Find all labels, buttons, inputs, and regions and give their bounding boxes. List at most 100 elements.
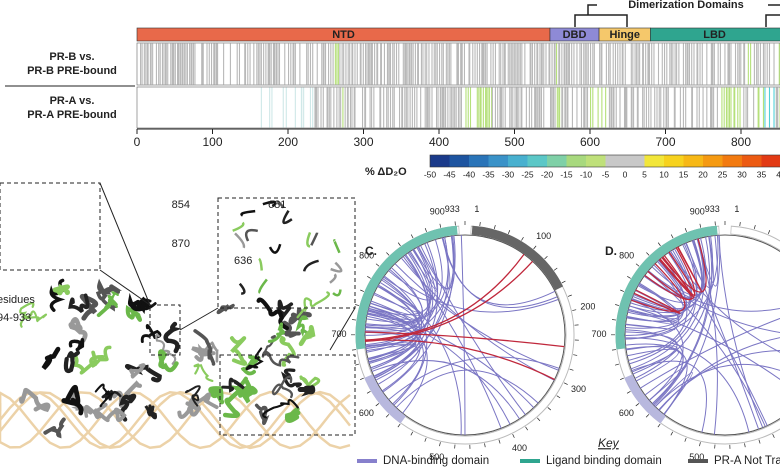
- key-label: PR-A Not Tra: [714, 455, 780, 467]
- hdx-stripe: [312, 87, 314, 128]
- hdx-stripe: [146, 43, 148, 85]
- hdx-stripe: [269, 43, 271, 85]
- ribbon: [19, 387, 51, 413]
- hdx-stripe: [730, 87, 732, 128]
- hdx-stripe: [631, 87, 633, 128]
- hdx-stripe: [762, 43, 764, 85]
- hdx-stripe: [610, 87, 612, 128]
- hdx-stripe: [623, 87, 626, 128]
- hdx-stripe: [548, 43, 550, 85]
- hdx-stripe: [518, 87, 520, 128]
- ring-tick: [657, 423, 661, 428]
- hdx-stripe: [402, 43, 404, 85]
- zoom-box: [217, 197, 356, 309]
- hdx-stripe: [710, 43, 712, 85]
- hdx-stripe: [625, 87, 627, 128]
- colorbar-cell: [625, 155, 645, 167]
- hdx-stripe: [553, 43, 555, 85]
- hdx-stripe: [711, 43, 713, 85]
- crosslink: [441, 237, 556, 306]
- hdx-stripe: [445, 87, 447, 128]
- hdx-stripe: [558, 43, 560, 85]
- hdx-stripe: [539, 87, 541, 128]
- hdx-stripe: [347, 87, 349, 128]
- ribbon: [238, 282, 246, 295]
- hdx-stripe: [724, 43, 726, 85]
- hdx-stripe: [449, 87, 451, 128]
- hdx-stripe: [420, 43, 422, 85]
- hdx-stripe: [637, 87, 639, 128]
- hdx-stripe: [666, 87, 668, 128]
- hdx-stripe: [334, 43, 336, 85]
- hdx-stripe: [408, 43, 410, 85]
- crosslink: [629, 305, 780, 381]
- hdx-stripe: [612, 43, 614, 85]
- ribbon: [193, 363, 214, 383]
- hdx-stripe: [260, 87, 262, 128]
- hdx-stripe: [448, 43, 450, 85]
- ring-tick: [657, 242, 661, 247]
- hdx-stripe: [564, 43, 566, 85]
- crosslink-red: [365, 339, 555, 381]
- hdx-stripe: [469, 87, 472, 128]
- hdx-stripe: [380, 43, 382, 85]
- hdx-stripe: [407, 43, 409, 85]
- hdx-stripe: [645, 87, 647, 128]
- hdx-stripe: [402, 87, 404, 128]
- hdx-stripe: [370, 43, 372, 85]
- hdx-stripe: [322, 43, 324, 85]
- hdx-stripe: [412, 43, 414, 85]
- circle-label: 900: [430, 206, 445, 216]
- colorbar-cell: [683, 155, 704, 167]
- hdx-stripe: [164, 43, 167, 85]
- hdx-stripe: [455, 87, 457, 128]
- crosslink: [658, 350, 780, 411]
- hdx-stripe: [622, 43, 624, 85]
- ribbon: [284, 406, 301, 423]
- colorbar-tick: 5: [642, 169, 647, 179]
- hdx-stripe: [586, 87, 589, 128]
- ring-tick: [424, 228, 427, 233]
- hdx-stripe: [615, 87, 617, 128]
- colorbar-cell: [430, 155, 450, 167]
- crosslink: [367, 281, 421, 320]
- hdx-stripe: [520, 87, 522, 128]
- colorbar-cell: [449, 155, 470, 167]
- ring-tick: [767, 230, 771, 234]
- ring-tick: [385, 414, 390, 418]
- hdx-stripe: [637, 43, 639, 85]
- hdx-stripe: [140, 43, 142, 85]
- hdx-stripe: [636, 87, 638, 128]
- hdx-stripe: [356, 43, 358, 85]
- circle-label: 700: [331, 329, 346, 339]
- hdx-stripe: [621, 43, 623, 85]
- hdx-stripe: [437, 87, 439, 128]
- crosslink: [648, 270, 780, 312]
- hdx-stripe: [504, 87, 506, 128]
- colorbar-tick: -30: [502, 169, 515, 179]
- crosslink: [640, 317, 780, 389]
- hdx-stripe: [236, 43, 238, 85]
- ring-tick: [410, 431, 414, 436]
- hdx-stripe: [387, 87, 389, 128]
- hdx-stripe: [661, 43, 663, 85]
- crosslink: [644, 365, 687, 401]
- hdx-stripe: [494, 43, 496, 85]
- hdx-stripe: [460, 43, 462, 85]
- hdx-stripe: [739, 87, 741, 128]
- ring-tick: [439, 223, 442, 228]
- hdx-stripe: [617, 43, 619, 85]
- hdx-stripe: [426, 43, 428, 85]
- ribbon: [288, 307, 312, 325]
- hdx-stripe: [737, 87, 739, 128]
- domain: [650, 27, 780, 42]
- hdx-stripe: [342, 87, 344, 128]
- hdx-stripe: [711, 87, 713, 128]
- hdx-stripe: [773, 43, 775, 85]
- hdx-stripe: [461, 43, 463, 85]
- circle-label: 400: [512, 443, 527, 453]
- hdx-stripe: [634, 43, 636, 85]
- hdx-stripe: [145, 43, 147, 85]
- hdx-stripe: [383, 43, 385, 85]
- hdx-stripe: [541, 43, 543, 85]
